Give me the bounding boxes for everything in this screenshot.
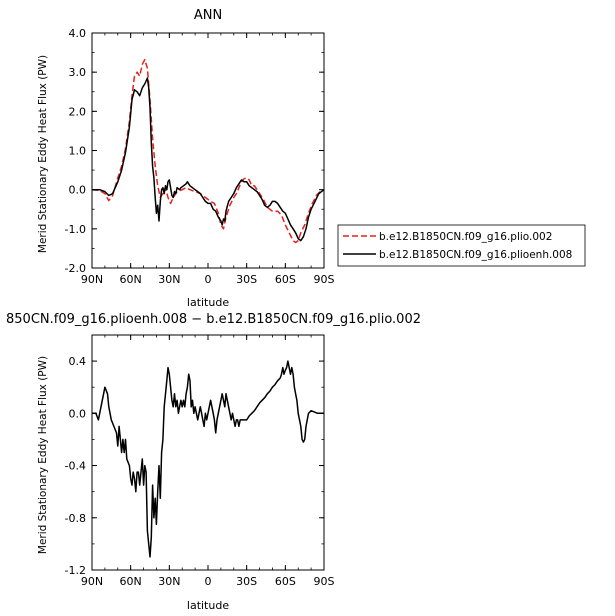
bottom-chart-ytick-label: -1.2 [65,564,86,577]
top-chart-ticks: 90N 60N 30N 0 30S 60S 90S 4.0 3.0 2.0 1.0 0.0 -1.0 -2… [65,27,335,286]
top-chart-ytick-label: -1.0 [65,223,86,236]
bottom-chart-xtick-label: 60N [120,575,142,588]
top-chart-ytick-label: 3.0 [69,66,87,79]
bottom-chart-ytick-label: -0.4 [65,460,86,473]
bottom-chart-xtick-label: 30S [236,575,257,588]
bottom-chart-xtick-label: 60S [275,575,296,588]
top-chart-ytick-label: 1.0 [69,145,87,158]
bottom-chart-ylabel: Merid Stationary Eddy Heat Flux (PW) [37,356,49,554]
top-chart-ytick-label: -2.0 [65,262,86,275]
top-chart-ytick-label: 2.0 [69,105,87,118]
legend-label-series-2: b.e12.B1850CN.f09_g16.plioenh.008 [379,249,572,261]
bottom-chart-ytick-label: 0.4 [69,355,87,368]
bottom-chart-series-line-1 [92,360,324,558]
bottom-chart-xtick-label: 30N [158,575,180,588]
top-chart-xtick-label: 60S [275,273,296,286]
top-chart-series-line-2 [92,77,325,242]
top-chart-frame [91,32,325,269]
top-chart-ytick-label: 0.0 [69,184,87,197]
top-chart-xtick-label: 30S [236,273,257,286]
top-chart-series-line-1 [91,58,325,244]
bottom-chart-xtick-label: 0 [205,575,212,588]
bottom-chart-xtick-label: 90N [81,575,103,588]
top-chart: ANN Merid Stationary Eddy Heat Flux (PW)… [37,8,335,309]
bottom-chart-xtick-label: 90S [314,575,335,588]
top-chart-xtick-label: 0 [205,273,212,286]
top-chart-xtick-label: 60N [120,273,142,286]
top-chart-xlabel: latitude [187,296,229,309]
top-chart-xtick-label: 30N [158,273,180,286]
top-chart-title: ANN [194,8,222,23]
top-chart-xtick-label: 90S [314,273,335,286]
bottom-chart-frame [91,334,325,571]
bottom-chart-ticks: 90N 60N 30N 0 30S 60S 90S 0.4 0.0 -0.4 -0.8 -1.2 [65,334,335,588]
top-chart-xtick-label: 90N [81,273,103,286]
top-chart-ytick-label: 4.0 [69,27,87,40]
bottom-chart-ytick-label: -0.8 [65,512,86,525]
legend-box [337,224,586,267]
bottom-chart-title: 850CN.f09_g16.plioenh.008 − b.e12.B1850C… [6,312,421,327]
top-chart-ylabel: Merid Stationary Eddy Heat Flux (PW) [37,55,49,253]
bottom-chart: 850CN.f09_g16.plioenh.008 − b.e12.B1850C… [6,312,421,612]
top-chart-series [91,58,325,244]
bottom-chart-ytick-label: 0.0 [69,407,87,420]
bottom-chart-series [92,360,324,558]
bottom-chart-xlabel: latitude [187,599,229,612]
legend-label-series-1: b.e12.B1850CN.f09_g16.plio.002 [379,231,552,243]
legend: b.e12.B1850CN.f09_g16.plio.002 b.e12.B18… [337,224,586,267]
